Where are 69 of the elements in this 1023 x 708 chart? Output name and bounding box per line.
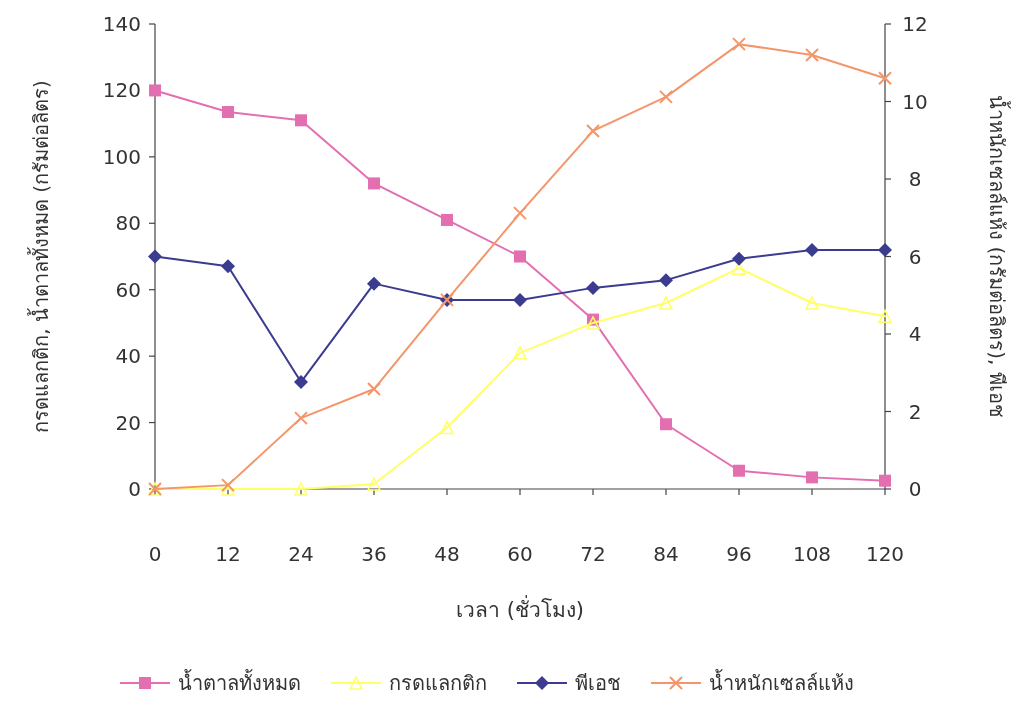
- x-axis-title: เวลา (ชั่วโมง): [455, 595, 585, 622]
- y2-tick-label: 4: [908, 322, 922, 346]
- x-tick-label: 84: [653, 542, 679, 566]
- point: [660, 418, 672, 431]
- point: [367, 382, 381, 397]
- point: [513, 292, 527, 307]
- point: [368, 177, 380, 190]
- point: [367, 276, 381, 291]
- x-tick-label: 120: [865, 542, 905, 566]
- x-tick-label: 72: [580, 542, 606, 566]
- y-tick-label: 0: [128, 477, 141, 501]
- point: [659, 273, 673, 288]
- point: [294, 375, 308, 390]
- y-tick-label: 40: [115, 344, 141, 369]
- x-tick-label: 60: [507, 542, 533, 566]
- x-tick-label: 96: [726, 542, 752, 566]
- point: [878, 309, 892, 324]
- point: [221, 259, 235, 274]
- point: [878, 242, 892, 257]
- point: [805, 48, 819, 62]
- point: [732, 37, 746, 52]
- y2-tick-label: 2: [908, 399, 922, 424]
- point: [367, 477, 381, 491]
- y2-tick-label: 12: [902, 12, 928, 36]
- point: [514, 250, 526, 263]
- point: [732, 251, 746, 266]
- point: [440, 420, 454, 435]
- point: [805, 242, 819, 257]
- point: [659, 89, 673, 104]
- legend-label: น้ำตาลทั้งหมด: [178, 669, 301, 695]
- y2-axis-title: น้ำหนักเซลล์แห้ง (กรัมต่อลิตร), พีเอช: [985, 95, 1011, 418]
- y-tick-label: 20: [115, 410, 141, 435]
- point: [879, 474, 891, 487]
- point: [733, 464, 745, 477]
- point: [149, 84, 161, 97]
- legend-label: พีเอช: [575, 671, 621, 695]
- y2-tick-label: 8: [908, 167, 922, 191]
- legend-label: น้ำหนักเซลล์แห้ง: [709, 669, 854, 695]
- point: [806, 471, 818, 484]
- point: [148, 249, 162, 264]
- point: [441, 213, 453, 226]
- y-tick-label: 120: [102, 78, 141, 103]
- point: [294, 482, 308, 496]
- x-tick-label: 0: [148, 542, 162, 566]
- x-tick-label: 12: [215, 542, 241, 566]
- point: [513, 346, 527, 360]
- point: [586, 280, 600, 295]
- point: [659, 296, 673, 310]
- x-tick-label: 48: [434, 542, 460, 566]
- x-tick-label: 108: [792, 542, 832, 566]
- y2-tick-label: 10: [902, 89, 928, 114]
- y-tick-label: 60: [115, 277, 141, 302]
- y-tick-label: 80: [115, 211, 141, 236]
- y-tick-label: 140: [102, 12, 141, 36]
- legend-label: กรดแลกติก: [389, 671, 487, 695]
- point: [586, 316, 600, 330]
- y-axis-title: กรดแลกติก, น้ำตาลทั้งหมด (กรัมต่อลิตร): [27, 80, 53, 433]
- point: [805, 296, 819, 310]
- point: [878, 71, 892, 86]
- point: [295, 114, 307, 127]
- point: [586, 123, 600, 138]
- x-tick-label: 36: [361, 542, 387, 566]
- y2-tick-label: 0: [908, 477, 922, 501]
- point: [222, 106, 234, 119]
- point: [294, 411, 308, 426]
- y2-tick-label: 6: [908, 244, 922, 269]
- point: [513, 206, 527, 221]
- x-tick-label: 24: [288, 542, 314, 566]
- y-tick-label: 100: [102, 144, 141, 169]
